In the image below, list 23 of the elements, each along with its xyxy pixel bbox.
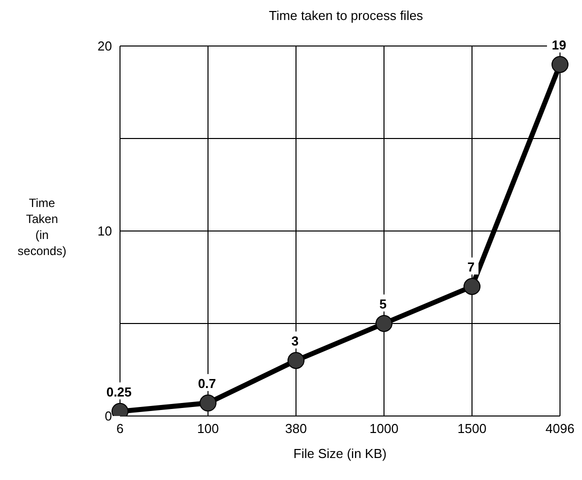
point xyxy=(552,56,568,73)
y-tick-label: 0 xyxy=(104,408,112,424)
data-label: 7 xyxy=(467,260,475,274)
point xyxy=(200,394,216,412)
x-tick-label: 1500 xyxy=(458,421,486,436)
y-axis-title: Time Taken (in seconds) xyxy=(18,196,66,258)
data-label: 19 xyxy=(552,38,566,52)
y-tick-label: 20 xyxy=(98,38,112,54)
point xyxy=(376,315,392,332)
x-tick-label: 100 xyxy=(197,421,219,436)
chart-title: Time taken to process files xyxy=(268,8,424,25)
point xyxy=(464,278,480,295)
x-tick-label: 6 xyxy=(116,421,124,436)
data-label: 0.25 xyxy=(106,384,132,400)
x-tick-label: 380 xyxy=(285,421,307,436)
y-tick-label: 10 xyxy=(98,224,112,239)
data-label: 5 xyxy=(379,296,387,312)
x-tick-label: 4096 xyxy=(546,421,574,436)
point xyxy=(288,352,304,369)
data-label: 3 xyxy=(291,334,299,348)
x-tick-label: 1000 xyxy=(370,421,398,436)
data-label: 0.7 xyxy=(198,376,216,392)
x-axis-title: File Size (in KB) xyxy=(293,446,387,461)
